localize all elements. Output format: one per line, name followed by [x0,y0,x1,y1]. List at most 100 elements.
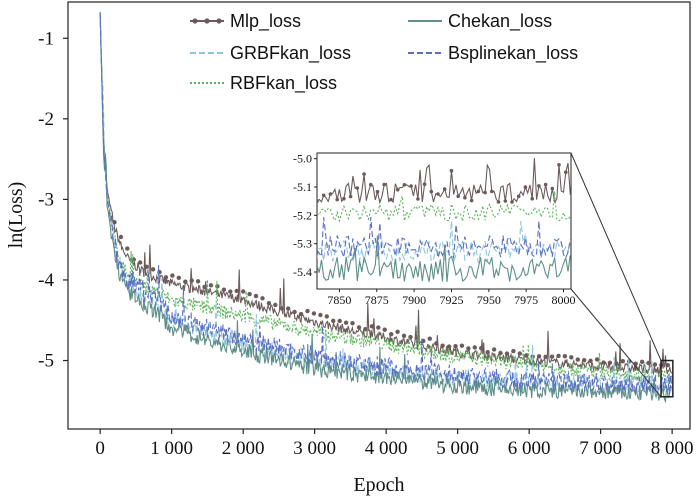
mlp-marker [266,301,272,306]
legend-marker [204,18,210,24]
y-tick-label: -2 [38,109,54,130]
mlp-marker [549,354,555,359]
inset-mlp-marker [436,192,440,196]
mlp-marker [324,314,329,319]
mlp-marker [356,325,362,330]
legend-marker [192,18,198,24]
mlp-marker [311,311,317,316]
inset-plot: 7850 7875 7900 7925 7950 7975 8000 -5.0 -5.1 -5.2… [293,152,674,398]
mlp-marker [446,344,452,349]
mlp-marker [479,346,484,351]
series-layer [99,12,673,404]
legend-label: RBFkan_loss [230,73,337,94]
legend-item-bsplinekan-loss: Bsplinekan_loss [408,43,578,64]
inset-mlp-marker [543,182,548,187]
mlp-marker [401,333,407,338]
y-tick-label: -1 [38,28,54,49]
inset-y-tick-label: -5.3 [293,237,312,251]
inset-mlp-marker [382,182,387,187]
inset-mlp-marker [469,198,474,203]
mlp-marker [118,234,124,240]
zoom-region-box [660,359,674,398]
inset-mlp-marker [523,185,528,189]
mlp-marker [440,343,445,348]
y-tick-label: -4 [38,270,54,291]
inset-mlp-marker [516,194,521,199]
mlp-marker [241,289,246,294]
mlp-marker [588,358,593,363]
series-line-bsplinekan-loss [99,12,673,395]
mlp-marker [292,309,297,315]
mlp-marker [176,275,181,280]
mlp-marker [504,351,510,356]
inset-mlp-marker [510,200,514,204]
mlp-marker [517,351,522,356]
mlp-marker [395,329,400,334]
series-line-rbfkan-loss [99,12,673,384]
inset-mlp-marker [348,194,353,199]
inset-line-chekan-loss [317,235,571,282]
y-tick-label: -5 [38,351,54,372]
x-tick-label: 8 000 [651,438,694,459]
inset-mlp-marker [416,197,420,201]
mlp-marker [427,336,432,341]
legend-item-chekan-loss: Chekan_loss [408,11,552,32]
inset-mlp-marker [317,199,319,203]
mlp-marker [279,306,284,311]
inset-mlp-marker [503,199,508,203]
legend-label: Chekan_loss [448,11,552,32]
mlp-marker [195,279,201,284]
mlp-marker [170,273,175,278]
mlp-marker [382,327,387,332]
x-tick-label: 2 000 [222,438,265,459]
legend-item-rbfkan-loss: RBFkan_loss [190,73,337,94]
legend-label: Bsplinekan_loss [448,43,578,64]
inset-mlp-marker [321,193,326,198]
y-axis-title: ln(Loss) [5,182,27,249]
mlp-marker [556,353,561,359]
inset-x-tick-label: 7950 [477,293,501,307]
mlp-marker [363,327,368,332]
x-axis-title: Epoch [353,474,404,496]
mlp-marker [260,296,265,301]
inset-mlp-marker [557,163,561,167]
mlp-marker [389,332,394,337]
inset-mlp-marker [537,184,541,188]
mlp-marker [466,346,471,351]
plot-frame [67,1,691,430]
inset-y-tick-label: -5.2 [293,208,312,222]
mlp-marker [337,318,342,324]
series-grbfkan-loss [99,14,673,395]
inset-mlp-marker [369,182,373,187]
inset-x-tick-label: 8000 [552,293,576,307]
inset-mlp-marker [342,196,346,201]
mlp-marker [652,362,658,367]
inset-mlp-marker [328,192,333,196]
mlp-marker [524,353,529,358]
axis-layer: 0 1 000 2 000 3 000 4 000 5 000 6 000 7 000 8 00… [38,28,693,459]
inset-y-tick-label: -5.0 [293,152,312,166]
mlp-marker [620,359,625,364]
inset-mlp-marker [550,186,555,191]
legend-marker [216,18,222,24]
mlp-marker [253,293,259,299]
x-tick-label: 3 000 [293,438,336,459]
x-tick-label: 4 000 [365,438,408,459]
series-rbfkan-loss [99,12,673,384]
mlp-marker [183,279,188,284]
inset-line-rbfkan-loss [317,191,571,224]
inset-mlp-marker [442,187,447,191]
mlp-marker [318,312,323,318]
mlp-marker [298,311,304,317]
mlp-marker [163,275,169,280]
mlp-marker [498,350,503,356]
mlp-marker [273,302,278,308]
mlp-marker [369,324,375,329]
x-tick-label: 1 000 [150,438,193,459]
mlp-marker [511,348,516,354]
mlp-marker [536,354,542,359]
mlp-marker [543,354,548,359]
mlp-marker [350,321,355,326]
mlp-marker [208,283,214,288]
